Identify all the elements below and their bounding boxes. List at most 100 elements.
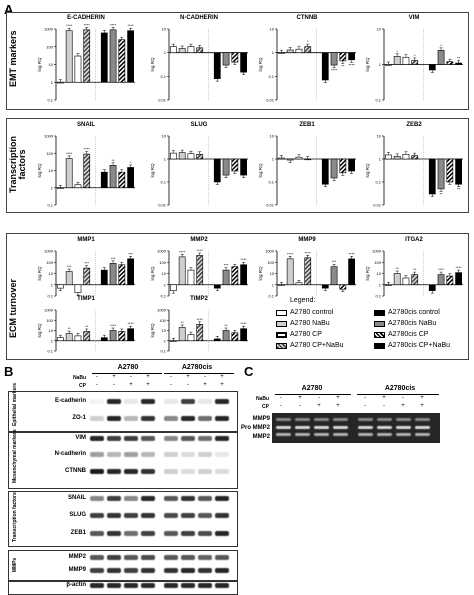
significance-label: ** — [396, 266, 400, 271]
y-tick-label: 0.1 — [47, 98, 53, 103]
y-tick-label: 0.1 — [375, 180, 381, 185]
bar — [240, 52, 247, 73]
treatment-sign: - — [187, 382, 189, 388]
bar — [178, 152, 186, 160]
blot-band — [124, 416, 138, 421]
chart-n-cadherin: N-CADHERIN 0.01 0.1 1 10 log RQ — [147, 15, 251, 103]
blot-band — [141, 452, 155, 457]
bar — [231, 266, 239, 286]
significance-label: * — [414, 53, 416, 58]
bar — [187, 334, 195, 342]
blot-band — [90, 568, 104, 573]
significance-label: ** — [68, 326, 72, 331]
significance-label: *** — [67, 264, 72, 269]
bar — [127, 328, 134, 342]
blot-band — [181, 496, 195, 501]
blot-band — [164, 583, 178, 588]
chart-vim: VIM 0.1 1 10 log RQ * * * ** — [362, 15, 466, 103]
treatment-sign: - — [364, 403, 366, 409]
zymo-group-a2780: A2780 — [301, 385, 323, 392]
treatment-sign: + — [146, 374, 150, 380]
chart-timp2: TIMP2 0.1 1 10 100 1000 log RQ ** **** ** **** — [147, 296, 251, 354]
significance-label: **** — [197, 317, 204, 322]
treatment-sign: + — [336, 403, 340, 409]
blot-band — [181, 452, 195, 457]
panel-c-label: C — [244, 364, 254, 379]
bar — [455, 272, 462, 286]
blot-band — [90, 513, 104, 518]
significance-label: **** — [84, 24, 91, 27]
treatment-sign: - — [280, 395, 282, 401]
bar — [330, 158, 338, 179]
bar — [304, 158, 312, 161]
significance-label: **** — [179, 249, 186, 254]
bar — [437, 274, 445, 286]
blot-row-label: MMP9 — [68, 567, 86, 573]
treatment-sign: - — [383, 403, 385, 409]
blot-band — [141, 513, 155, 518]
treatment-label-nabu: NaBu — [255, 396, 269, 402]
chart-svg: 0.01 0.1 1 10 log RQ — [150, 134, 248, 208]
bar — [178, 48, 186, 53]
bar — [170, 284, 177, 291]
blot-band — [141, 496, 155, 501]
chart-mmp2: MMP2 0.1 1 10 100 1000 log RQ **** **** *** **** — [147, 237, 251, 299]
bar — [57, 81, 64, 84]
legend-label: A2780 control — [290, 309, 334, 316]
significance-label: ** — [457, 56, 461, 61]
chart-timp1: TIMP1 0.1 1 10 100 1000 log RQ ** ** **** **** — [34, 296, 138, 354]
y-tick-label: 0.1 — [268, 180, 274, 185]
bar — [127, 258, 134, 286]
chart-slug: SLUG 0.01 0.1 1 10 log RQ — [147, 122, 251, 208]
blot-row-label: ZO-1 — [72, 415, 86, 421]
legend-swatch-lightgray — [276, 320, 287, 327]
y-axis-label: log RQ — [150, 57, 155, 72]
chart-title: TIMP2 — [190, 296, 208, 302]
chart-title: VIM — [408, 15, 420, 21]
y-tick-label: 10 — [162, 271, 167, 276]
bar — [83, 29, 91, 83]
significance-label: **** — [127, 24, 134, 28]
treatment-sign: + — [186, 374, 190, 380]
blot-row-label: MMP2 — [68, 554, 86, 560]
legend-label: A2780 CP+NaBu — [290, 342, 344, 349]
y-axis-label: log RQ — [37, 163, 42, 178]
blot-band — [124, 531, 138, 536]
treatment-sign: + — [336, 395, 340, 401]
blot-band — [107, 531, 121, 536]
blot-band — [215, 513, 229, 518]
bar — [127, 167, 134, 189]
zymo-band — [396, 433, 411, 436]
significance-label: **** — [110, 24, 117, 27]
blot-band — [181, 513, 195, 518]
bar — [109, 330, 117, 342]
blot-band — [90, 469, 104, 474]
zymo-band — [333, 426, 348, 429]
blot-band — [215, 531, 229, 536]
bar — [321, 284, 329, 289]
y-tick-label: 100 — [46, 260, 53, 265]
y-tick-label: 0.1 — [375, 294, 381, 299]
zymo-band — [396, 426, 411, 429]
blot-band — [141, 399, 155, 404]
legend-item: A2780cis CP — [374, 331, 428, 338]
blot-band — [198, 496, 212, 501]
treatment-sign: - — [318, 395, 320, 401]
chart-title: MMP1 — [77, 237, 95, 243]
bar — [385, 64, 392, 66]
legend-title: Legend: — [290, 297, 316, 304]
legend-item: A2780cis NaBu — [374, 320, 436, 327]
bar — [196, 154, 204, 160]
y-tick-label: 0.01 — [266, 98, 275, 103]
bar — [170, 152, 177, 160]
blot-row-label: CTNNB — [65, 468, 86, 474]
y-tick-label: 0.1 — [160, 349, 166, 354]
bar — [339, 284, 347, 290]
bar — [286, 49, 294, 53]
zymo-band — [295, 426, 310, 429]
blot-band — [107, 513, 121, 518]
chart-title: ZEB2 — [406, 122, 422, 128]
y-axis-label: log RQ — [365, 266, 370, 281]
y-tick-label: 10 — [49, 271, 54, 276]
